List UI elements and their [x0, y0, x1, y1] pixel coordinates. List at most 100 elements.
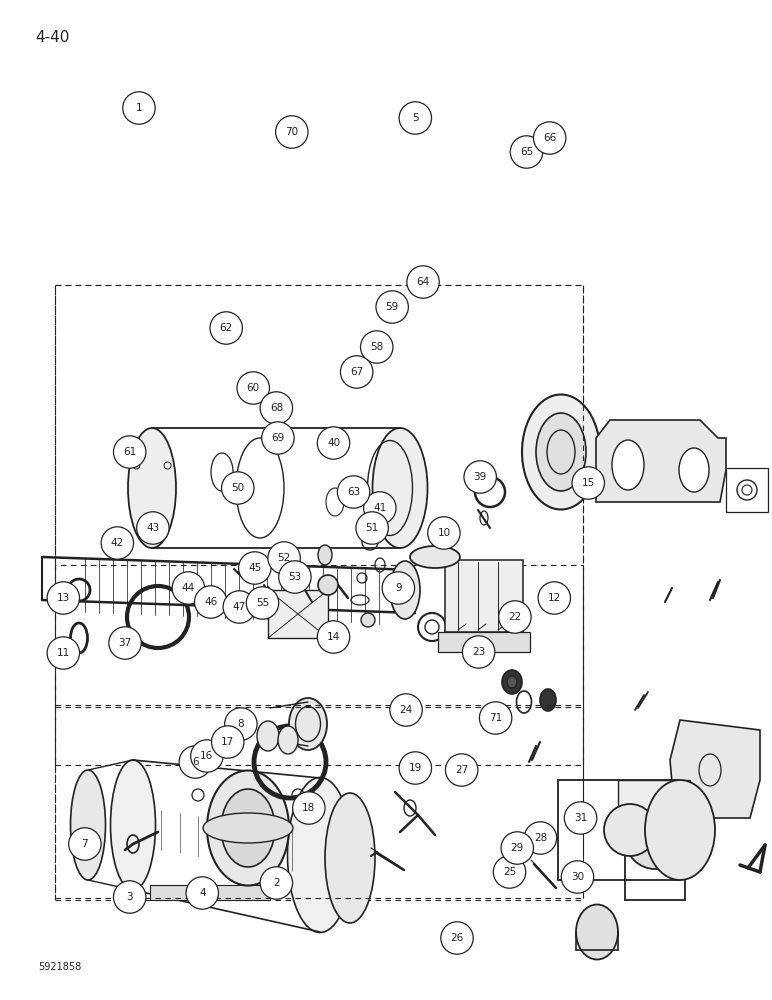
Text: 68: 68 [269, 403, 283, 413]
Text: 40: 40 [327, 438, 340, 448]
Circle shape [191, 740, 223, 772]
Circle shape [390, 694, 422, 726]
Text: 6: 6 [192, 757, 198, 767]
Circle shape [69, 828, 101, 860]
Circle shape [364, 492, 396, 524]
Text: 50: 50 [231, 483, 245, 493]
Ellipse shape [576, 904, 618, 960]
Ellipse shape [207, 770, 289, 886]
Text: 16: 16 [200, 751, 214, 761]
Text: 42: 42 [110, 538, 124, 548]
Circle shape [113, 881, 146, 913]
Text: 1: 1 [136, 103, 142, 113]
Text: 24: 24 [399, 705, 413, 715]
Circle shape [499, 601, 531, 633]
Text: 39: 39 [473, 472, 487, 482]
Circle shape [260, 392, 293, 424]
Circle shape [186, 877, 218, 909]
Text: 19: 19 [408, 763, 422, 773]
Text: 13: 13 [56, 593, 70, 603]
Circle shape [212, 726, 244, 758]
Bar [55, 565, 583, 900]
Circle shape [47, 637, 80, 669]
Text: 58: 58 [370, 342, 384, 352]
Circle shape [109, 627, 141, 659]
Ellipse shape [540, 689, 556, 711]
Text: 60: 60 [246, 383, 260, 393]
Ellipse shape [110, 760, 155, 890]
Ellipse shape [278, 726, 298, 754]
Ellipse shape [128, 428, 176, 548]
Text: 67: 67 [350, 367, 364, 377]
Ellipse shape [318, 545, 332, 565]
Ellipse shape [373, 428, 428, 548]
Text: 3: 3 [127, 892, 133, 902]
Circle shape [340, 356, 373, 388]
Circle shape [195, 586, 227, 618]
Text: 44: 44 [181, 583, 195, 593]
Circle shape [510, 136, 543, 168]
Circle shape [462, 636, 495, 668]
Bar [150, 885, 270, 900]
Circle shape [179, 746, 212, 778]
Text: 47: 47 [232, 602, 246, 612]
Text: 10: 10 [437, 528, 451, 538]
Text: 59: 59 [385, 302, 399, 312]
Text: 46: 46 [204, 597, 218, 607]
Text: 64: 64 [416, 277, 430, 287]
Text: 62: 62 [219, 323, 233, 333]
Bar [726, 468, 768, 512]
Bar [618, 780, 690, 832]
Circle shape [225, 708, 257, 740]
Ellipse shape [410, 546, 460, 568]
Circle shape [561, 861, 594, 893]
Polygon shape [670, 720, 760, 818]
Text: 61: 61 [123, 447, 137, 457]
Circle shape [399, 752, 432, 784]
Text: 22: 22 [508, 612, 522, 622]
Text: 7: 7 [82, 839, 88, 849]
Circle shape [428, 517, 460, 549]
Ellipse shape [203, 813, 293, 843]
Ellipse shape [70, 770, 106, 880]
Circle shape [262, 422, 294, 454]
Text: 18: 18 [302, 803, 316, 813]
Circle shape [337, 476, 370, 508]
Ellipse shape [625, 807, 685, 869]
Text: 71: 71 [489, 713, 503, 723]
Polygon shape [596, 420, 726, 502]
Bar [445, 560, 523, 632]
Text: 5921858: 5921858 [38, 962, 81, 972]
Text: 31: 31 [574, 813, 587, 823]
Text: 23: 23 [472, 647, 486, 657]
Ellipse shape [645, 780, 715, 880]
Circle shape [572, 467, 604, 499]
Circle shape [223, 591, 256, 623]
Circle shape [293, 792, 325, 824]
Text: 29: 29 [510, 843, 524, 853]
Ellipse shape [507, 676, 517, 688]
Circle shape [533, 122, 566, 154]
Text: 11: 11 [56, 648, 70, 658]
Circle shape [441, 922, 473, 954]
Text: 52: 52 [277, 553, 291, 563]
Ellipse shape [679, 448, 709, 492]
Circle shape [268, 542, 300, 574]
Text: 15: 15 [581, 478, 595, 488]
Ellipse shape [287, 778, 353, 932]
Ellipse shape [604, 804, 656, 856]
Text: 70: 70 [285, 127, 299, 137]
Text: 12: 12 [547, 593, 561, 603]
Text: 28: 28 [533, 833, 547, 843]
Circle shape [479, 702, 512, 734]
Circle shape [123, 92, 155, 124]
Ellipse shape [627, 807, 637, 817]
Text: 26: 26 [450, 933, 464, 943]
Circle shape [493, 856, 526, 888]
Circle shape [210, 312, 242, 344]
Text: 25: 25 [503, 867, 516, 877]
Circle shape [356, 512, 388, 544]
Bar [55, 285, 583, 765]
Ellipse shape [221, 789, 275, 867]
Ellipse shape [289, 698, 327, 750]
